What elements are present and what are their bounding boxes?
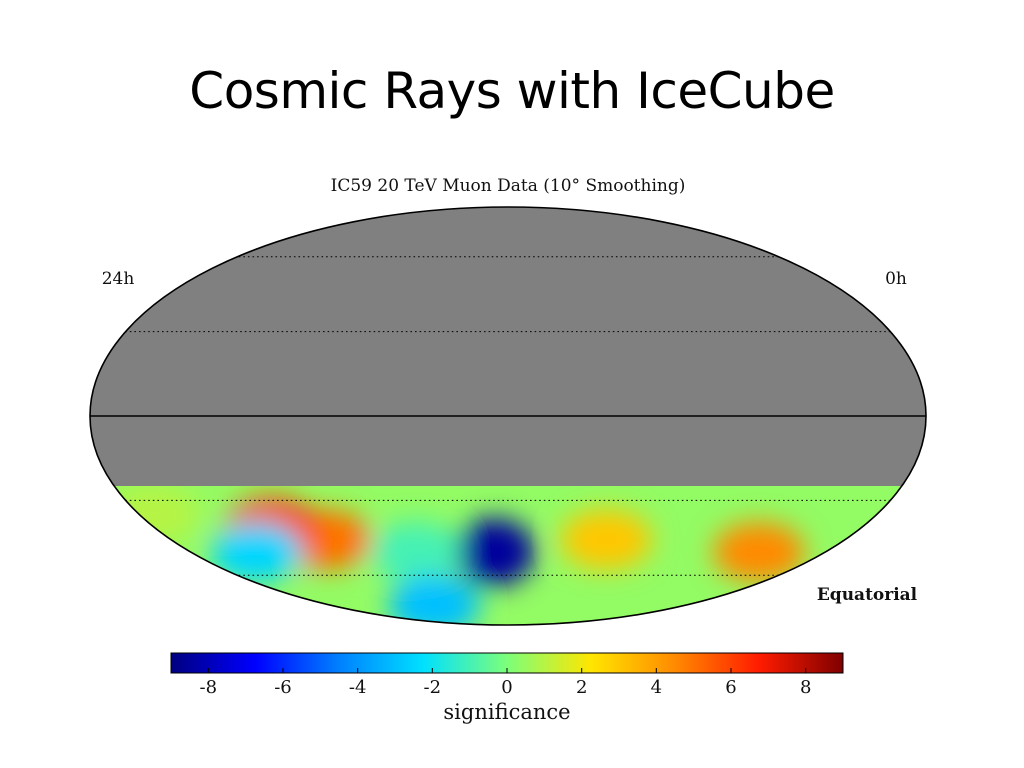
significance-feature-3: [369, 522, 462, 583]
frame-label: Equatorial: [817, 585, 918, 605]
skymap: [90, 207, 926, 625]
colorbar-tick-label: -4: [349, 677, 367, 698]
colorbar-tick-label: -8: [200, 677, 218, 698]
significance-feature-4: [388, 575, 481, 625]
significance-feature-7: [210, 522, 303, 583]
significance-feature-8: [108, 486, 200, 544]
colorbar-tick-label: -2: [424, 677, 442, 698]
colorbar-tick-label: -6: [274, 677, 292, 698]
significance-feature-0: [713, 522, 806, 583]
ra-right-label: 0h: [885, 269, 907, 289]
chart-title: IC59 20 TeV Muon Data (10° Smoothing): [331, 176, 686, 196]
significance-feature-1: [560, 509, 653, 570]
ra-left-label: 24h: [102, 269, 135, 289]
colorbar-tick-label: 8: [800, 677, 811, 698]
significance-features: [108, 486, 806, 625]
colorbar-tick-label: 0: [501, 677, 512, 698]
slide-title: Cosmic Rays with IceCube: [189, 62, 835, 120]
graticule: [125, 256, 891, 576]
colorbar-ticks: -8 -6 -4 -2 0 2 4 6 8: [200, 668, 811, 698]
colorbar-tick-label: 6: [725, 677, 736, 698]
colorbar-tick-label: 4: [651, 677, 662, 698]
significance-feature-2: [454, 518, 535, 587]
colorbar-label: significance: [443, 700, 570, 724]
colorbar-tick-label: 2: [576, 677, 587, 698]
